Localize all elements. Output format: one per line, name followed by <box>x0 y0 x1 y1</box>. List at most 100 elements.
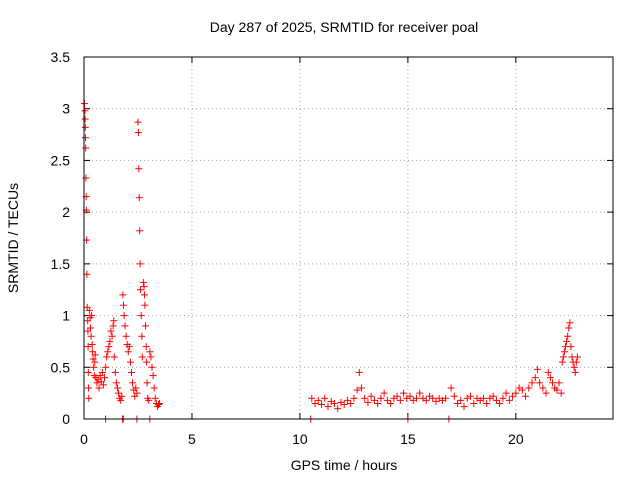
grid-layer <box>84 57 613 419</box>
data-point <box>133 389 141 397</box>
data-point <box>413 394 421 402</box>
data-point <box>492 396 500 404</box>
data-point <box>85 306 93 314</box>
data-point <box>502 389 510 397</box>
data-point <box>460 403 468 411</box>
data-point <box>361 394 369 402</box>
data-point <box>383 396 391 404</box>
data-point <box>518 386 526 394</box>
y-tick-label: 0 <box>62 411 70 427</box>
data-point <box>139 278 147 286</box>
data-point <box>122 332 130 340</box>
data-point <box>355 368 363 376</box>
data-point <box>347 399 355 407</box>
data-point <box>566 319 574 327</box>
data-point <box>124 348 132 356</box>
data-point <box>387 399 395 407</box>
x-axis-label: GPS time / hours <box>291 457 398 473</box>
data-point <box>512 389 520 397</box>
data-point <box>357 384 365 392</box>
data-point <box>90 363 98 371</box>
y-tick-label: 3 <box>62 101 70 117</box>
y-tick-label: 1.5 <box>51 256 71 272</box>
data-point <box>343 396 351 404</box>
data-point <box>406 392 414 400</box>
data-point <box>126 358 134 366</box>
data-point <box>87 332 95 340</box>
data-point <box>442 394 450 402</box>
data-point <box>104 348 112 356</box>
data-point <box>120 301 128 309</box>
data-point <box>99 381 107 389</box>
data-point <box>106 337 114 345</box>
data-point <box>143 358 151 366</box>
data-point <box>156 399 164 407</box>
data-point <box>134 118 142 126</box>
data-point <box>470 399 478 407</box>
data-point <box>137 312 145 320</box>
data-point <box>145 396 153 404</box>
data-point <box>353 386 361 394</box>
data-point <box>563 337 571 345</box>
data-point <box>143 379 151 387</box>
data-point <box>489 392 497 400</box>
data-point <box>555 379 563 387</box>
data-point <box>564 332 572 340</box>
x-tick-label: 20 <box>508 431 524 447</box>
data-point <box>539 384 547 392</box>
data-point <box>108 332 116 340</box>
data-point <box>479 394 487 402</box>
data-point <box>400 389 408 397</box>
data-point <box>135 194 143 202</box>
y-axis-label: SRMTID / TECUs <box>5 183 21 293</box>
plot-frame <box>83 56 614 420</box>
data-point <box>321 394 329 402</box>
data-point <box>314 396 322 404</box>
data-point <box>138 353 146 361</box>
data-point <box>549 379 557 387</box>
data-point <box>140 283 148 291</box>
data-point <box>544 368 552 376</box>
data-point <box>88 312 96 320</box>
data-point <box>132 384 140 392</box>
data-point <box>432 397 440 405</box>
data-point <box>140 291 148 299</box>
data-point <box>102 363 110 371</box>
data-point <box>151 394 159 402</box>
data-point <box>380 389 388 397</box>
data-point <box>370 396 378 404</box>
data-point <box>88 341 96 349</box>
data-point <box>95 384 103 392</box>
data-point <box>571 368 579 376</box>
data-point <box>110 353 118 361</box>
y-tick-label: 2 <box>62 204 70 220</box>
data-point <box>142 343 150 351</box>
data-point <box>393 392 401 400</box>
data-point <box>141 301 149 309</box>
data-point <box>570 363 578 371</box>
data-point <box>86 324 94 332</box>
data-point <box>113 384 121 392</box>
data-point <box>531 374 539 382</box>
data-point <box>117 396 125 404</box>
x-tick-label: 5 <box>188 431 196 447</box>
data-point <box>81 107 89 115</box>
data-point <box>81 115 89 123</box>
ticks-layer: 0 0.5 1 1.5 2 2.5 3 3.5 0 5 10 15 20 <box>51 49 613 447</box>
data-point <box>82 134 90 142</box>
data-point <box>429 394 437 402</box>
data-point <box>82 174 90 182</box>
data-point <box>137 286 145 294</box>
data-point <box>457 396 465 404</box>
data-point <box>84 368 92 376</box>
data-point <box>107 327 115 335</box>
data-point <box>567 343 575 351</box>
x-tick-label: 10 <box>292 431 308 447</box>
data-point <box>150 384 158 392</box>
data-point <box>112 379 120 387</box>
data-point <box>496 399 504 407</box>
data-point <box>528 379 536 387</box>
data-point <box>82 144 90 152</box>
data-point <box>483 399 491 407</box>
